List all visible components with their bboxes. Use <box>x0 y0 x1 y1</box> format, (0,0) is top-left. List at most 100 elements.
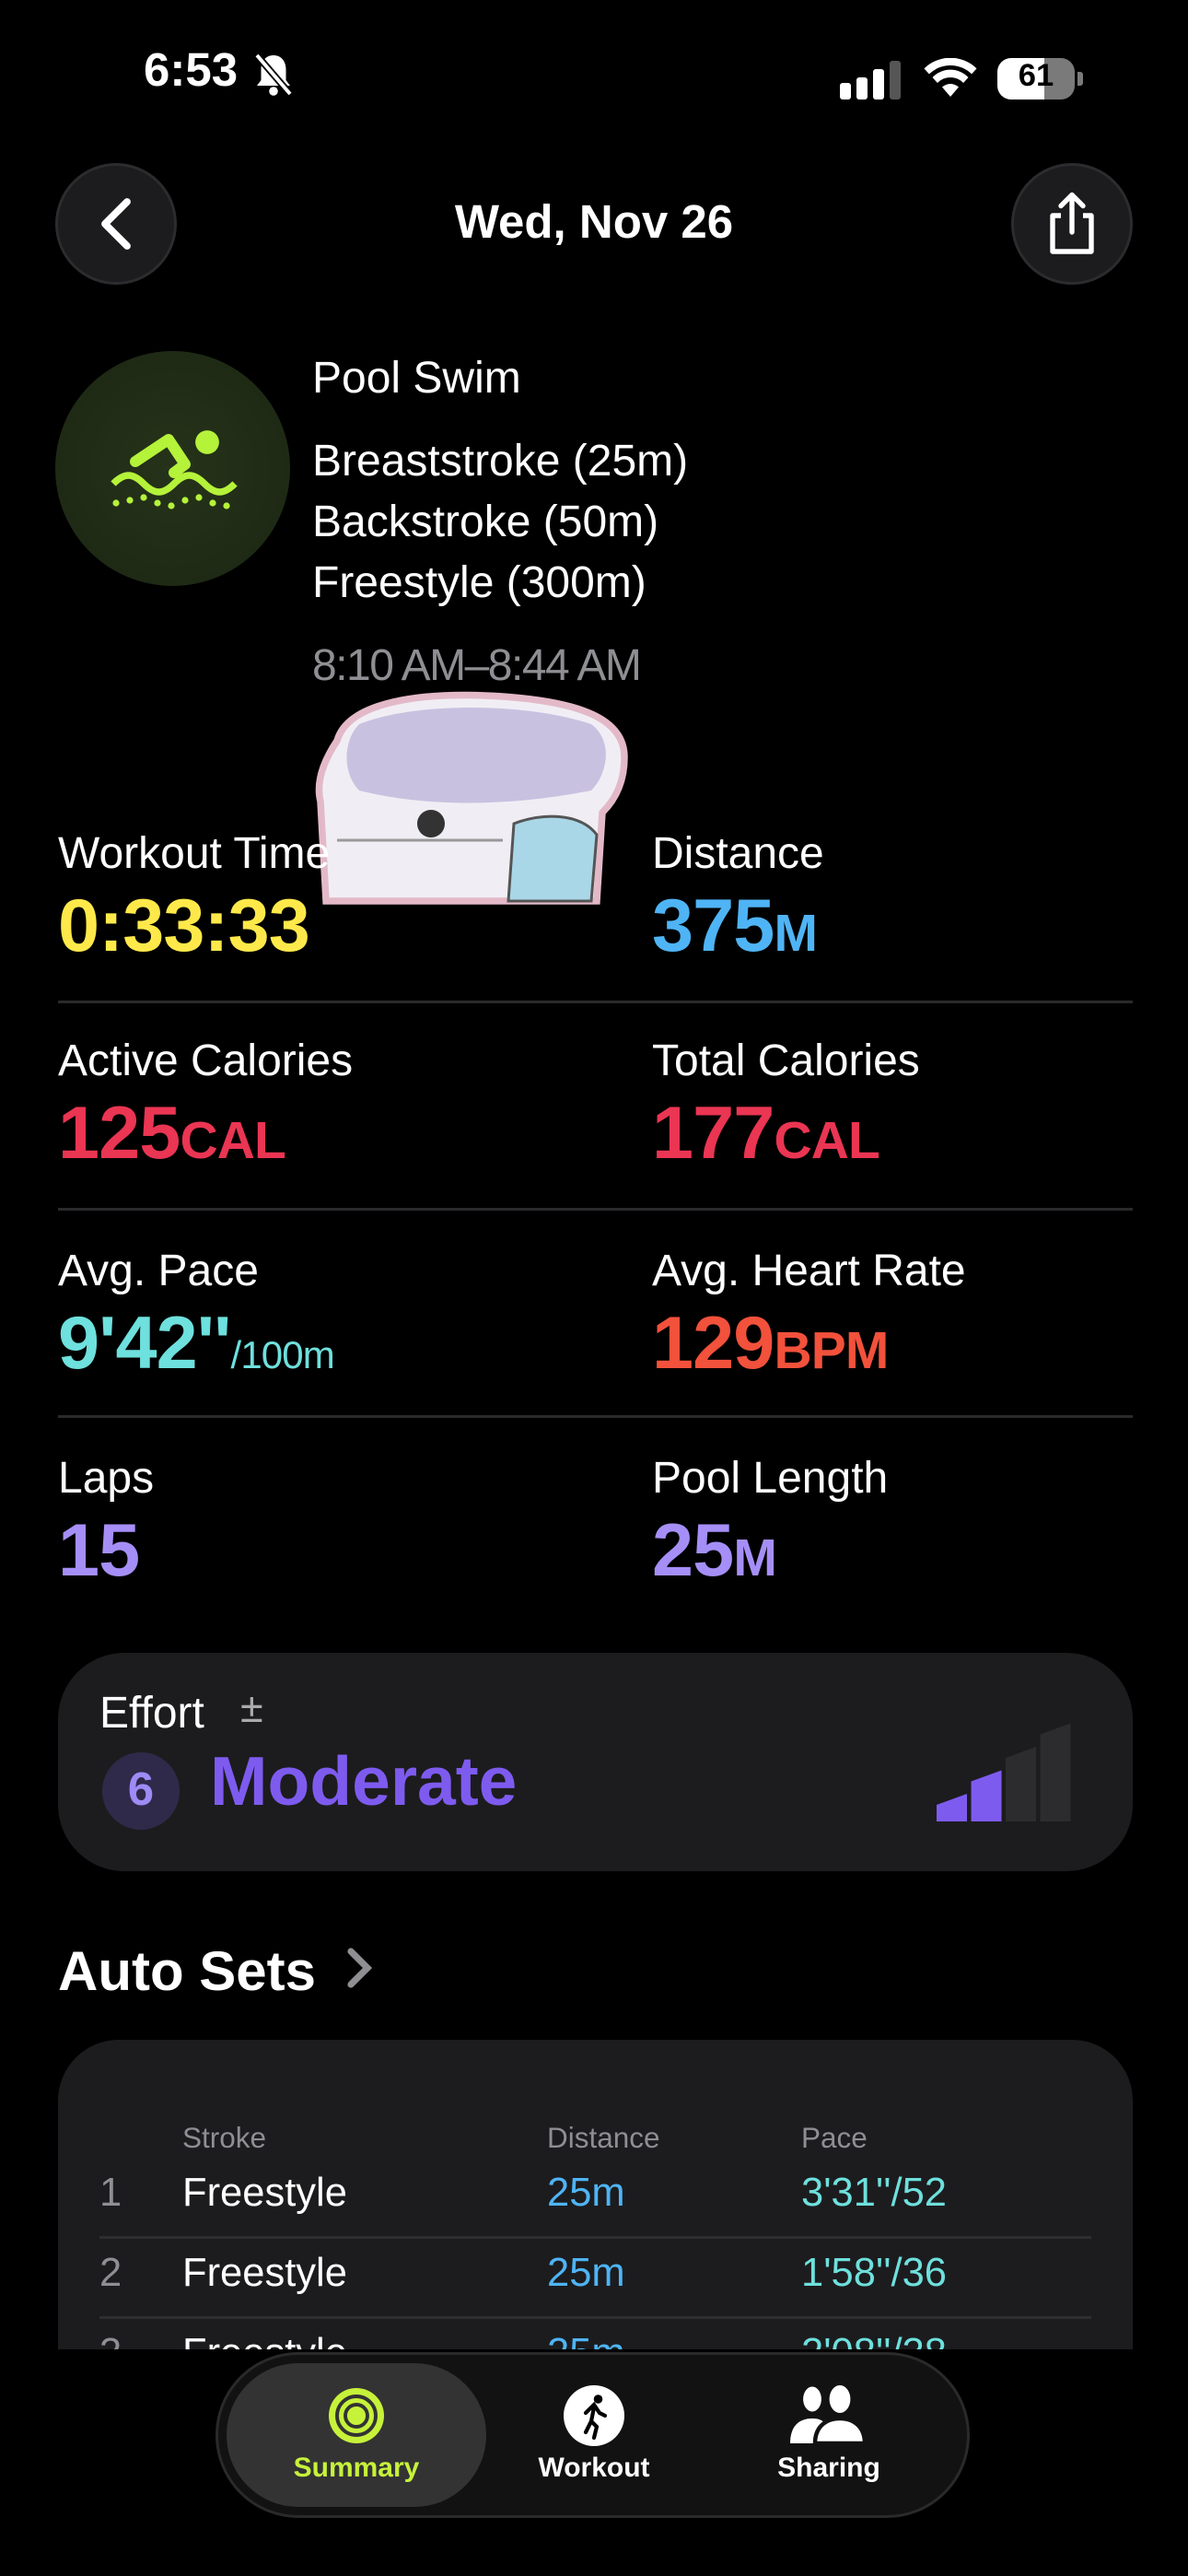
effort-bar <box>971 1770 1002 1821</box>
metric-value: 375M <box>652 884 824 970</box>
page-title: Wed, Nov 26 <box>454 196 734 249</box>
effort-bar <box>1040 1723 1071 1821</box>
wifi-icon <box>924 58 977 97</box>
metric-value: 15 <box>58 1509 154 1595</box>
effort-bar <box>1006 1747 1036 1821</box>
signal-icon <box>840 61 901 100</box>
metric-number: 15 <box>58 1509 140 1592</box>
metric: Avg. Pace 9'42''/100m <box>58 1249 335 1388</box>
divider <box>58 1001 1133 1003</box>
row-divider <box>99 2316 1091 2319</box>
share-button[interactable] <box>1011 163 1133 285</box>
people-icon <box>790 2385 868 2446</box>
sticker-image <box>315 691 628 905</box>
set-pace: 2'08''/38 <box>801 2333 947 2349</box>
tab-summary[interactable]: Summary <box>227 2355 486 2515</box>
metric-unit: BPM <box>774 1324 889 1382</box>
divider <box>58 1415 1133 1418</box>
share-icon <box>1050 192 1094 254</box>
set-distance: 25m <box>547 2172 625 2217</box>
set-stroke: Freestyle <box>182 2172 347 2217</box>
metric-label: Total Calories <box>652 1039 920 1086</box>
auto-sets-link[interactable]: Auto Sets <box>58 1943 373 2007</box>
metric-unit: M <box>774 907 818 965</box>
metric: Pool Length 25M <box>652 1457 888 1595</box>
tab-label: Sharing <box>777 2454 880 2485</box>
bell-slash-icon <box>254 53 293 97</box>
set-number: 2 <box>99 2253 122 2297</box>
back-button[interactable] <box>55 163 177 285</box>
metric-label: Avg. Heart Rate <box>652 1249 966 1296</box>
set-stroke: Freestyle <box>182 2253 347 2297</box>
time-range: 8:10 AM–8:44 AM <box>312 644 642 691</box>
metric-number: 9'42'' <box>58 1302 231 1385</box>
stroke-summary: Freestyle (300m) <box>312 561 646 608</box>
workout-type: Pool Swim <box>312 357 521 404</box>
stroke-summary: Backstroke (50m) <box>312 500 659 547</box>
metric-number: 375 <box>652 884 775 967</box>
column-header: Pace <box>801 2123 868 2156</box>
metric-label: Laps <box>58 1457 155 1504</box>
metric: Total Calories 177CAL <box>652 1039 920 1177</box>
metric: Laps 15 <box>58 1457 154 1595</box>
metric-label: Workout Time <box>58 832 331 879</box>
metric-number: 0:33:33 <box>58 884 310 967</box>
metric-value: 25M <box>652 1509 888 1595</box>
metric-label: Avg. Pace <box>58 1249 259 1296</box>
metric-label: Active Calories <box>58 1039 354 1086</box>
metric-number: 125 <box>58 1092 181 1175</box>
battery-level: 61 <box>1018 61 1054 94</box>
battery-tip <box>1077 72 1083 86</box>
set-distance: 25m <box>547 2253 625 2297</box>
metric-value: 0:33:33 <box>58 884 330 970</box>
workout-icon-badge <box>55 351 290 586</box>
effort-card[interactable]: Effort ± 6 Moderate <box>58 1653 1133 1871</box>
effort-bars-icon <box>937 1723 1071 1821</box>
metric: Workout Time 0:33:33 <box>58 832 330 970</box>
metric-unit: CAL <box>180 1114 285 1172</box>
row-divider <box>99 2236 1091 2239</box>
tab-bar: Summary Workout Sharing <box>215 2352 970 2518</box>
metric: Active Calories 125CAL <box>58 1039 353 1177</box>
set-distance: 25m <box>547 2333 625 2349</box>
effort-score-badge: 6 <box>102 1752 180 1830</box>
metric-unit: /100m <box>230 1332 335 1376</box>
metric-label: Distance <box>652 832 824 879</box>
section-title: Auto Sets <box>58 1943 317 2004</box>
activity-rings-icon <box>329 2388 384 2443</box>
metric-number: 25 <box>652 1509 734 1592</box>
metric: Avg. Heart Rate 129BPM <box>652 1249 966 1388</box>
running-figure-icon <box>564 2385 624 2446</box>
effort-label: Effort <box>99 1692 204 1739</box>
swimmer-icon <box>109 428 237 509</box>
chevron-left-icon <box>101 198 131 250</box>
effort-adjust-icon[interactable]: ± <box>240 1686 263 1733</box>
auto-sets-table: Stroke Distance Pace 1 Freestyle 25m 3'3… <box>58 2040 1133 2349</box>
effort-bar <box>937 1794 967 1821</box>
column-header: Stroke <box>182 2123 267 2156</box>
tab-workout[interactable]: Workout <box>464 2355 724 2515</box>
tab-label: Summary <box>293 2454 420 2485</box>
set-stroke: Freestyle <box>182 2333 347 2349</box>
battery-icon: 61 <box>997 58 1075 100</box>
divider <box>58 1208 1133 1211</box>
tab-label: Workout <box>538 2454 650 2485</box>
effort-level: Moderate <box>210 1744 518 1821</box>
set-number: 3 <box>99 2333 122 2349</box>
tab-sharing[interactable]: Sharing <box>699 2355 959 2515</box>
set-number: 1 <box>99 2172 122 2217</box>
metric-label: Pool Length <box>652 1457 889 1504</box>
metric-unit: M <box>733 1531 776 1589</box>
stroke-summary: Breaststroke (25m) <box>312 439 689 486</box>
chevron-right-icon <box>347 1948 372 1988</box>
metric-number: 177 <box>652 1092 775 1175</box>
metric-value: 129BPM <box>652 1302 966 1388</box>
metric-value: 177CAL <box>652 1092 920 1177</box>
status-time: 6:53 <box>144 44 239 97</box>
set-pace: 3'31''/52 <box>801 2172 947 2217</box>
metric: Distance 375M <box>652 832 824 970</box>
metric-value: 125CAL <box>58 1092 353 1177</box>
metric-unit: CAL <box>774 1114 879 1172</box>
metric-value: 9'42''/100m <box>58 1302 335 1388</box>
